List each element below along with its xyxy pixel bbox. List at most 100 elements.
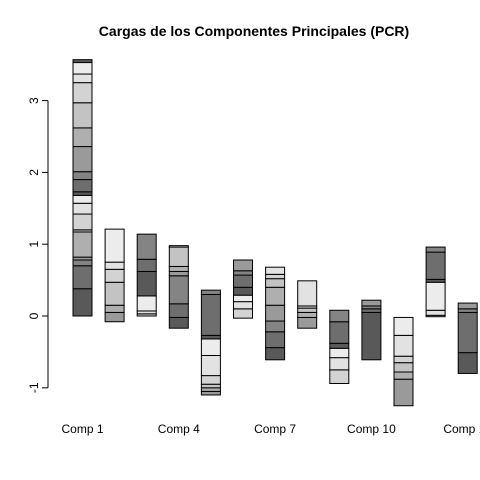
bar-segment xyxy=(233,286,253,296)
bar-segment xyxy=(265,347,286,361)
x-tick-label: Comp 13 xyxy=(443,422,480,436)
bar-segment xyxy=(200,390,221,396)
bar-segment xyxy=(72,59,93,64)
bar-segment xyxy=(72,146,93,173)
bar-segment xyxy=(72,288,93,317)
bar-segment xyxy=(233,259,253,272)
bar-segment xyxy=(136,258,157,272)
bar-segment xyxy=(72,265,93,290)
chart-title: Cargas de los Componentes Principales (P… xyxy=(99,23,409,39)
bar-segment xyxy=(72,102,93,129)
component-bar xyxy=(457,302,478,374)
x-tick-label: Comp 10 xyxy=(347,422,396,436)
bar-segment xyxy=(136,233,157,260)
component-bar xyxy=(136,233,157,317)
bar-segment xyxy=(72,259,93,267)
bar-segment xyxy=(104,281,125,306)
component-bar xyxy=(265,266,286,361)
bar-segment xyxy=(265,278,286,288)
bar-segment xyxy=(393,316,414,336)
component-bar xyxy=(361,299,382,361)
y-tick-label: 0 xyxy=(27,312,41,319)
bar-segment xyxy=(168,245,189,248)
x-tick-label: Comp 7 xyxy=(254,422,296,436)
bar-segment xyxy=(233,308,253,319)
component-bar xyxy=(425,246,446,318)
bar-segment xyxy=(329,321,350,344)
bar-segment xyxy=(393,355,414,364)
bar-segment xyxy=(393,378,414,407)
bar-segment xyxy=(233,294,253,303)
bar-segment xyxy=(72,231,93,258)
bar-segment xyxy=(393,371,414,380)
bar-segment xyxy=(168,303,189,318)
bar-segment xyxy=(72,127,93,148)
bar-segment xyxy=(425,309,446,316)
bar-segment xyxy=(329,369,350,384)
y-tick-label: 1 xyxy=(27,241,41,248)
bar-segment xyxy=(200,334,221,340)
bar-segment xyxy=(104,261,125,270)
bar-segment xyxy=(136,295,157,312)
bar-segment xyxy=(265,331,286,349)
bar-segment xyxy=(72,171,93,181)
x-tick-label: Comp 4 xyxy=(158,422,200,436)
bar-segment xyxy=(200,289,221,295)
component-bar xyxy=(72,59,93,317)
bar-segment xyxy=(200,293,221,336)
bar-segment xyxy=(265,304,286,322)
bar-segment xyxy=(297,316,318,329)
component-bar xyxy=(329,309,350,384)
bar-segment xyxy=(457,352,478,374)
bar-segment xyxy=(72,179,93,193)
bar-segment xyxy=(136,270,157,297)
y-tick-label: 3 xyxy=(27,97,41,104)
bar-segment xyxy=(168,270,189,277)
bar-segment xyxy=(297,311,318,318)
bar-segment xyxy=(425,251,446,280)
y-axis: -1 0 1 2 3 xyxy=(27,97,49,393)
bar-segment xyxy=(265,320,286,333)
component-bar xyxy=(168,245,189,329)
bar-segment xyxy=(457,302,478,310)
bar-segment xyxy=(233,301,253,310)
bar-segment xyxy=(104,304,125,313)
bar-segment xyxy=(393,362,414,373)
bar-segment xyxy=(265,273,286,280)
bar-segment xyxy=(104,228,125,263)
bar-segment xyxy=(72,62,93,75)
bar-segment xyxy=(200,354,221,377)
bar-segment xyxy=(457,311,478,354)
bar-segment xyxy=(457,308,478,313)
bar-segment xyxy=(72,73,93,84)
bar-segment xyxy=(265,286,286,306)
bar-segment xyxy=(297,307,318,313)
bar-segment xyxy=(233,270,253,276)
bar-segment xyxy=(361,299,382,307)
x-tick-label: Comp 1 xyxy=(61,422,103,436)
bar-segment xyxy=(200,375,221,385)
bar-segment xyxy=(361,311,382,361)
bar-segment xyxy=(200,387,221,392)
y-tick-label: 2 xyxy=(27,169,41,176)
bar-segment xyxy=(104,268,125,283)
component-bar xyxy=(297,280,318,329)
bar-segment xyxy=(200,338,221,356)
bar-segment xyxy=(168,265,189,272)
bar-segment xyxy=(168,316,189,329)
bar-segment xyxy=(168,275,189,305)
bar-segment xyxy=(329,342,350,349)
bar-segment xyxy=(425,246,446,253)
bar-segment xyxy=(72,213,93,231)
component-bar xyxy=(233,259,253,319)
y-tick-label: -1 xyxy=(27,382,41,393)
bar-segment xyxy=(168,246,189,267)
bar-segment xyxy=(329,347,350,359)
component-bar xyxy=(393,316,414,407)
component-bar xyxy=(200,289,221,396)
bar-segment xyxy=(393,334,414,357)
bar-segment xyxy=(72,194,93,204)
bar-segment xyxy=(200,383,221,389)
